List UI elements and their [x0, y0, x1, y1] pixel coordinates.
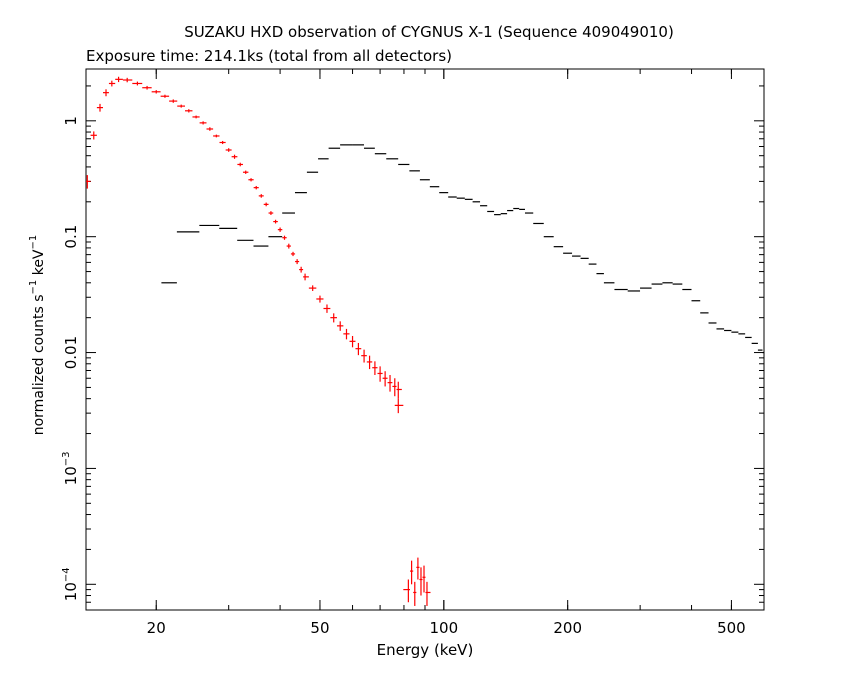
data-point [115, 76, 123, 83]
y-tick-label: 1 [62, 116, 80, 126]
y-tick-label-group: 10−3 [61, 452, 80, 486]
series-2 [161, 144, 764, 354]
data-point [213, 134, 220, 138]
data-point [422, 565, 426, 593]
data-point [316, 295, 324, 303]
data-point [396, 381, 402, 399]
data-point [160, 94, 170, 98]
data-point [231, 154, 238, 159]
data-point [192, 115, 200, 119]
data-point [403, 579, 410, 603]
y-tick-label-group: 1 [62, 116, 80, 126]
data-point [90, 131, 97, 140]
data-point [419, 567, 423, 596]
data-point [277, 227, 283, 232]
data-point [225, 148, 232, 152]
data-point [253, 185, 259, 190]
y-axis-label-exponent-1: −1 [28, 280, 39, 295]
data-point [108, 80, 116, 87]
data-point [330, 313, 337, 323]
data-point [299, 266, 304, 273]
data-point [206, 127, 214, 131]
data-point [394, 398, 404, 414]
data-point [387, 375, 393, 392]
data-point [382, 371, 388, 387]
y-tick-label-group: 0.01 [62, 336, 80, 369]
y-tick-label-exponent: −4 [61, 567, 72, 582]
data-point [268, 211, 274, 215]
data-point [86, 175, 91, 189]
data-point [237, 162, 243, 167]
data-point [199, 121, 207, 125]
x-tick-label: 100 [430, 619, 459, 637]
x-axis-label: Energy (keV) [377, 641, 474, 659]
y-axis-label-prefix: normalized counts s [31, 294, 47, 435]
data-point [169, 99, 178, 103]
x-tick-label: 50 [310, 619, 329, 637]
data-point [219, 140, 226, 145]
y-tick-label: 0.1 [62, 225, 80, 249]
data-point [286, 243, 291, 249]
x-tick-label: 20 [147, 619, 166, 637]
x-tick-label: 500 [717, 619, 746, 637]
y-tick-label-base: 0.1 [62, 225, 80, 249]
data-point [425, 581, 431, 606]
data-point [343, 328, 350, 340]
y-tick-label-base: 0.01 [62, 336, 80, 369]
data-point [282, 235, 287, 240]
data-point [295, 259, 300, 265]
data-point [366, 355, 373, 370]
data-point [308, 285, 317, 291]
x-tick-label: 200 [553, 619, 582, 637]
x-axis: 20 50 100 200 500 [147, 69, 765, 637]
data-point [177, 104, 186, 108]
data-point [355, 342, 362, 356]
data-point [142, 85, 152, 90]
y-axis-label-unit: keV [31, 249, 47, 280]
data-point [377, 366, 383, 382]
chart-subtitle: Exposure time: 214.1ks (total from all d… [86, 47, 452, 65]
series-1 [86, 76, 431, 606]
data-point [151, 90, 161, 94]
y-tick-label: 10−3 [61, 452, 80, 486]
data-point [96, 103, 104, 112]
data-point [258, 194, 264, 198]
data-series [86, 76, 764, 606]
y-tick-label-base: 10 [62, 466, 80, 485]
data-point [361, 349, 367, 363]
data-point [263, 202, 269, 207]
data-point [413, 581, 417, 606]
data-point [242, 170, 249, 174]
y-tick-label: 10−4 [61, 567, 80, 601]
data-point [336, 321, 344, 331]
data-point [273, 219, 278, 224]
y-axis-label-exponent-2: −1 [28, 235, 39, 250]
data-point [290, 251, 296, 257]
y-tick-label: 0.01 [62, 336, 80, 369]
y-tick-label-group: 0.1 [62, 225, 80, 249]
data-point [122, 77, 133, 83]
y-tick-label-exponent: −3 [61, 452, 72, 467]
data-point [323, 304, 331, 313]
data-point [248, 178, 254, 182]
data-point [132, 81, 143, 86]
data-point [185, 109, 193, 113]
y-axis-label: normalized counts s−1 keV−1 [28, 235, 47, 436]
y-tick-label-base: 10 [62, 582, 80, 601]
data-point [409, 560, 414, 585]
y-tick-label-base: 1 [62, 116, 80, 126]
chart-title: SUZAKU HXD observation of CYGNUS X-1 (Se… [184, 23, 674, 41]
data-point [303, 273, 309, 281]
data-point [103, 89, 109, 97]
data-point [416, 557, 420, 580]
data-point [392, 378, 397, 397]
data-point [349, 335, 356, 348]
y-tick-label-group: 10−4 [61, 567, 80, 601]
data-point [372, 361, 378, 376]
